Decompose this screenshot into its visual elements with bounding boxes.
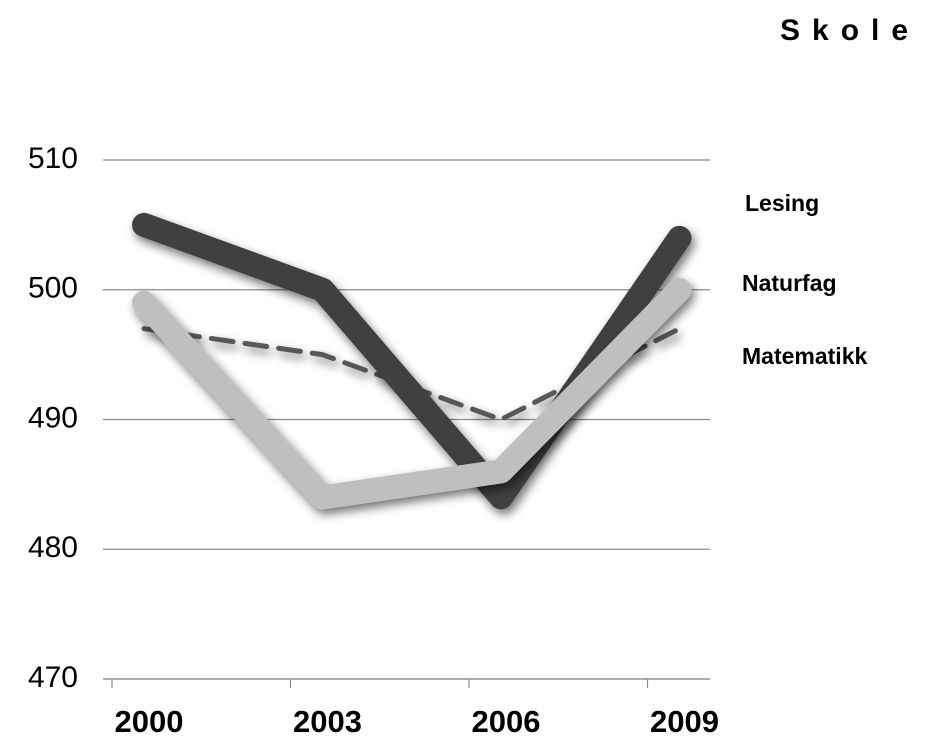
y-tick-label: 480	[28, 531, 78, 564]
x-tick-label: 2006	[472, 704, 541, 739]
legend-label: Lesing	[745, 190, 819, 216]
y-tick-label: 470	[28, 661, 78, 694]
y-tick-label: 510	[28, 142, 78, 175]
chart-title: Skole	[780, 14, 920, 47]
y-tick-label: 490	[28, 401, 78, 434]
legend-label: Matematikk	[742, 343, 867, 369]
legend-label: Naturfag	[742, 270, 837, 296]
x-tick-label: 2009	[650, 704, 719, 739]
x-tick-label: 2000	[115, 704, 184, 739]
y-tick-label: 500	[28, 272, 78, 305]
x-tick-label: 2003	[293, 704, 362, 739]
series-line	[132, 277, 692, 510]
